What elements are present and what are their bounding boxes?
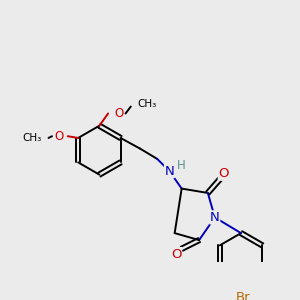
Text: Br: Br xyxy=(236,291,250,300)
Text: CH₃: CH₃ xyxy=(22,133,41,143)
Text: CH₃: CH₃ xyxy=(137,99,156,109)
Text: O: O xyxy=(114,107,123,120)
Text: O: O xyxy=(54,130,64,143)
Text: N: N xyxy=(165,165,174,178)
Text: H: H xyxy=(176,159,185,172)
Text: N: N xyxy=(210,211,220,224)
Text: O: O xyxy=(218,167,229,180)
Text: O: O xyxy=(171,248,182,261)
